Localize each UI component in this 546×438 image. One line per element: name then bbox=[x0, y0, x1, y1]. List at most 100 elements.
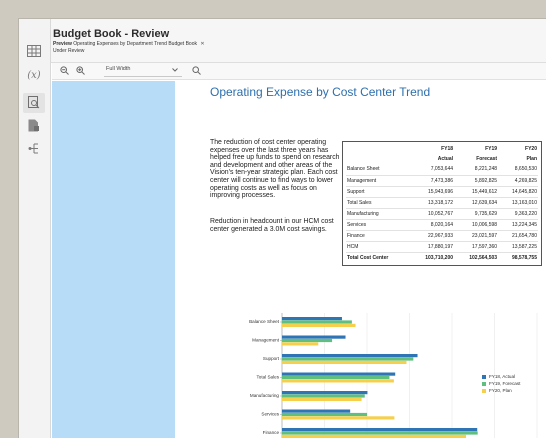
report-viewer[interactable]: Operating Expense by Cost Center Trend T… bbox=[52, 81, 546, 438]
category-label: Balance Sheet bbox=[249, 319, 280, 324]
zoom-value: Full Width bbox=[106, 66, 131, 72]
table-row: Total Sales 13,318,172 12,639,634 13,163,01… bbox=[346, 197, 538, 209]
table-row: Services 8,020,164 10,006,598 13,224,345 bbox=[346, 219, 538, 231]
viewer-toolbar: Full Width bbox=[52, 63, 546, 80]
row-value: 10,006,598 bbox=[454, 219, 499, 231]
preview-line: Preview Operating Expenses by Department… bbox=[53, 41, 205, 47]
table-total-row: Total Cost Center 103,710,200 102,564,503 9… bbox=[346, 251, 538, 263]
function-icon[interactable]: (x) bbox=[27, 70, 41, 81]
row-value: 10,052,767 bbox=[409, 208, 455, 220]
page-title: Budget Book - Review bbox=[53, 28, 170, 40]
row-value: 14,645,820 bbox=[498, 186, 538, 198]
row-label: Balance Sheet bbox=[346, 164, 410, 176]
row-label: Management bbox=[346, 175, 410, 187]
legend-swatch bbox=[482, 381, 486, 386]
chart-bar bbox=[282, 317, 342, 321]
category-label: Services bbox=[261, 412, 279, 417]
row-value: 8,650,530 bbox=[498, 164, 538, 176]
row-label: Services bbox=[346, 219, 410, 231]
chevron-down-icon bbox=[172, 68, 178, 72]
zoom-select[interactable]: Full Width bbox=[104, 66, 212, 77]
chart-bar bbox=[282, 354, 418, 358]
table-row: Manufacturing 10,052,767 9,735,629 9,363,22… bbox=[346, 208, 538, 220]
chart-bar bbox=[282, 428, 478, 432]
row-value: 23,021,597 bbox=[454, 230, 499, 242]
col-year-2: FY19 bbox=[485, 146, 498, 152]
row-value: 22,967,933 bbox=[409, 230, 455, 242]
document-icon[interactable] bbox=[26, 119, 42, 133]
row-label: Finance bbox=[346, 230, 410, 242]
status-text: Under Review bbox=[53, 48, 85, 54]
category-label: Finance bbox=[263, 430, 280, 435]
row-value: 13,163,010 bbox=[498, 197, 538, 209]
legend-item: FY18, Actual bbox=[482, 373, 520, 380]
chart-bar bbox=[282, 431, 478, 435]
chart-bar bbox=[282, 379, 394, 383]
table-row: HCM 17,880,197 17,597,360 13,587,225 bbox=[346, 241, 538, 253]
zoom-in-icon[interactable] bbox=[76, 66, 85, 77]
chart-bar bbox=[282, 372, 396, 376]
zoom-out-icon[interactable] bbox=[60, 66, 69, 77]
chart-legend: FY18, Actual FY19, Forecast FY20, Plan bbox=[482, 373, 520, 394]
col-year-1: FY18 bbox=[441, 146, 454, 152]
category-label: Manufacturing bbox=[250, 393, 280, 398]
close-preview-icon[interactable]: ✕ bbox=[200, 41, 205, 47]
row-value: 17,597,360 bbox=[454, 241, 499, 253]
legend-label: FY18, Actual bbox=[489, 374, 516, 379]
category-label: Support bbox=[263, 356, 280, 361]
table-row: Support 15,943,696 15,449,612 14,645,820 bbox=[346, 186, 538, 198]
total-value: 103,710,200 bbox=[409, 251, 455, 263]
chart-bar bbox=[282, 323, 356, 327]
chart-bar bbox=[282, 409, 351, 413]
row-value: 5,892,825 bbox=[454, 175, 499, 187]
row-value: 15,449,612 bbox=[454, 186, 499, 198]
report-margin-panel bbox=[52, 81, 175, 438]
table-corner bbox=[346, 144, 410, 154]
chart-bar bbox=[282, 320, 352, 324]
legend-label: FY19, Forecast bbox=[489, 381, 521, 386]
chart-bar bbox=[282, 391, 368, 395]
app-window: Budget Book - Review Preview Operating E… bbox=[18, 18, 546, 438]
header: Budget Book - Review Preview Operating E… bbox=[19, 19, 546, 63]
legend-item: FY19, Forecast bbox=[482, 380, 520, 387]
chart-bar bbox=[282, 394, 365, 398]
chart-bar bbox=[282, 412, 368, 417]
tree-icon[interactable] bbox=[26, 142, 42, 156]
search-icon[interactable] bbox=[192, 66, 201, 77]
total-label: Total Cost Center bbox=[346, 251, 410, 263]
row-value: 12,639,634 bbox=[454, 197, 499, 209]
row-value: 8,221,248 bbox=[454, 164, 499, 176]
row-value: 4,269,825 bbox=[498, 175, 538, 187]
category-label: Management bbox=[252, 338, 280, 343]
zoom-underline bbox=[104, 76, 182, 77]
legend-label: FY20, Plan bbox=[489, 388, 512, 393]
row-value: 7,473,386 bbox=[409, 175, 455, 187]
chart-bar bbox=[282, 357, 414, 361]
chart-bar bbox=[282, 342, 319, 346]
table-icon[interactable] bbox=[26, 45, 42, 59]
row-label: Support bbox=[346, 186, 410, 198]
row-label: HCM bbox=[346, 241, 410, 253]
chart-bar bbox=[282, 434, 467, 438]
col-type-3: Plan bbox=[526, 156, 537, 162]
table-corner-2 bbox=[346, 154, 410, 164]
cost-center-table: FY18 FY19 FY20 Actual Forecast Plan Bala… bbox=[342, 141, 542, 266]
col-type-2: Forecast bbox=[476, 156, 498, 162]
preview-name: Operating Expenses by Department Trend B… bbox=[73, 41, 197, 47]
total-value: 102,564,503 bbox=[454, 251, 499, 263]
row-value: 7,053,644 bbox=[409, 164, 455, 176]
row-value: 9,363,220 bbox=[498, 208, 538, 220]
row-value: 13,318,172 bbox=[409, 197, 455, 209]
cost-center-chart: Balance Sheet Management Support Total Sale… bbox=[212, 309, 546, 438]
chart-bar bbox=[282, 375, 390, 380]
row-value: 13,587,225 bbox=[498, 241, 538, 253]
legend-swatch bbox=[482, 374, 486, 379]
col-year-3: FY20 bbox=[525, 146, 537, 152]
legend-swatch bbox=[482, 388, 486, 393]
preview-label: Preview bbox=[53, 41, 72, 47]
preview-icon[interactable] bbox=[26, 96, 42, 110]
row-value: 13,224,345 bbox=[498, 219, 538, 231]
chart-bar bbox=[282, 338, 333, 343]
total-value: 98,578,755 bbox=[498, 251, 538, 263]
col-type-1: Actual bbox=[437, 156, 454, 162]
